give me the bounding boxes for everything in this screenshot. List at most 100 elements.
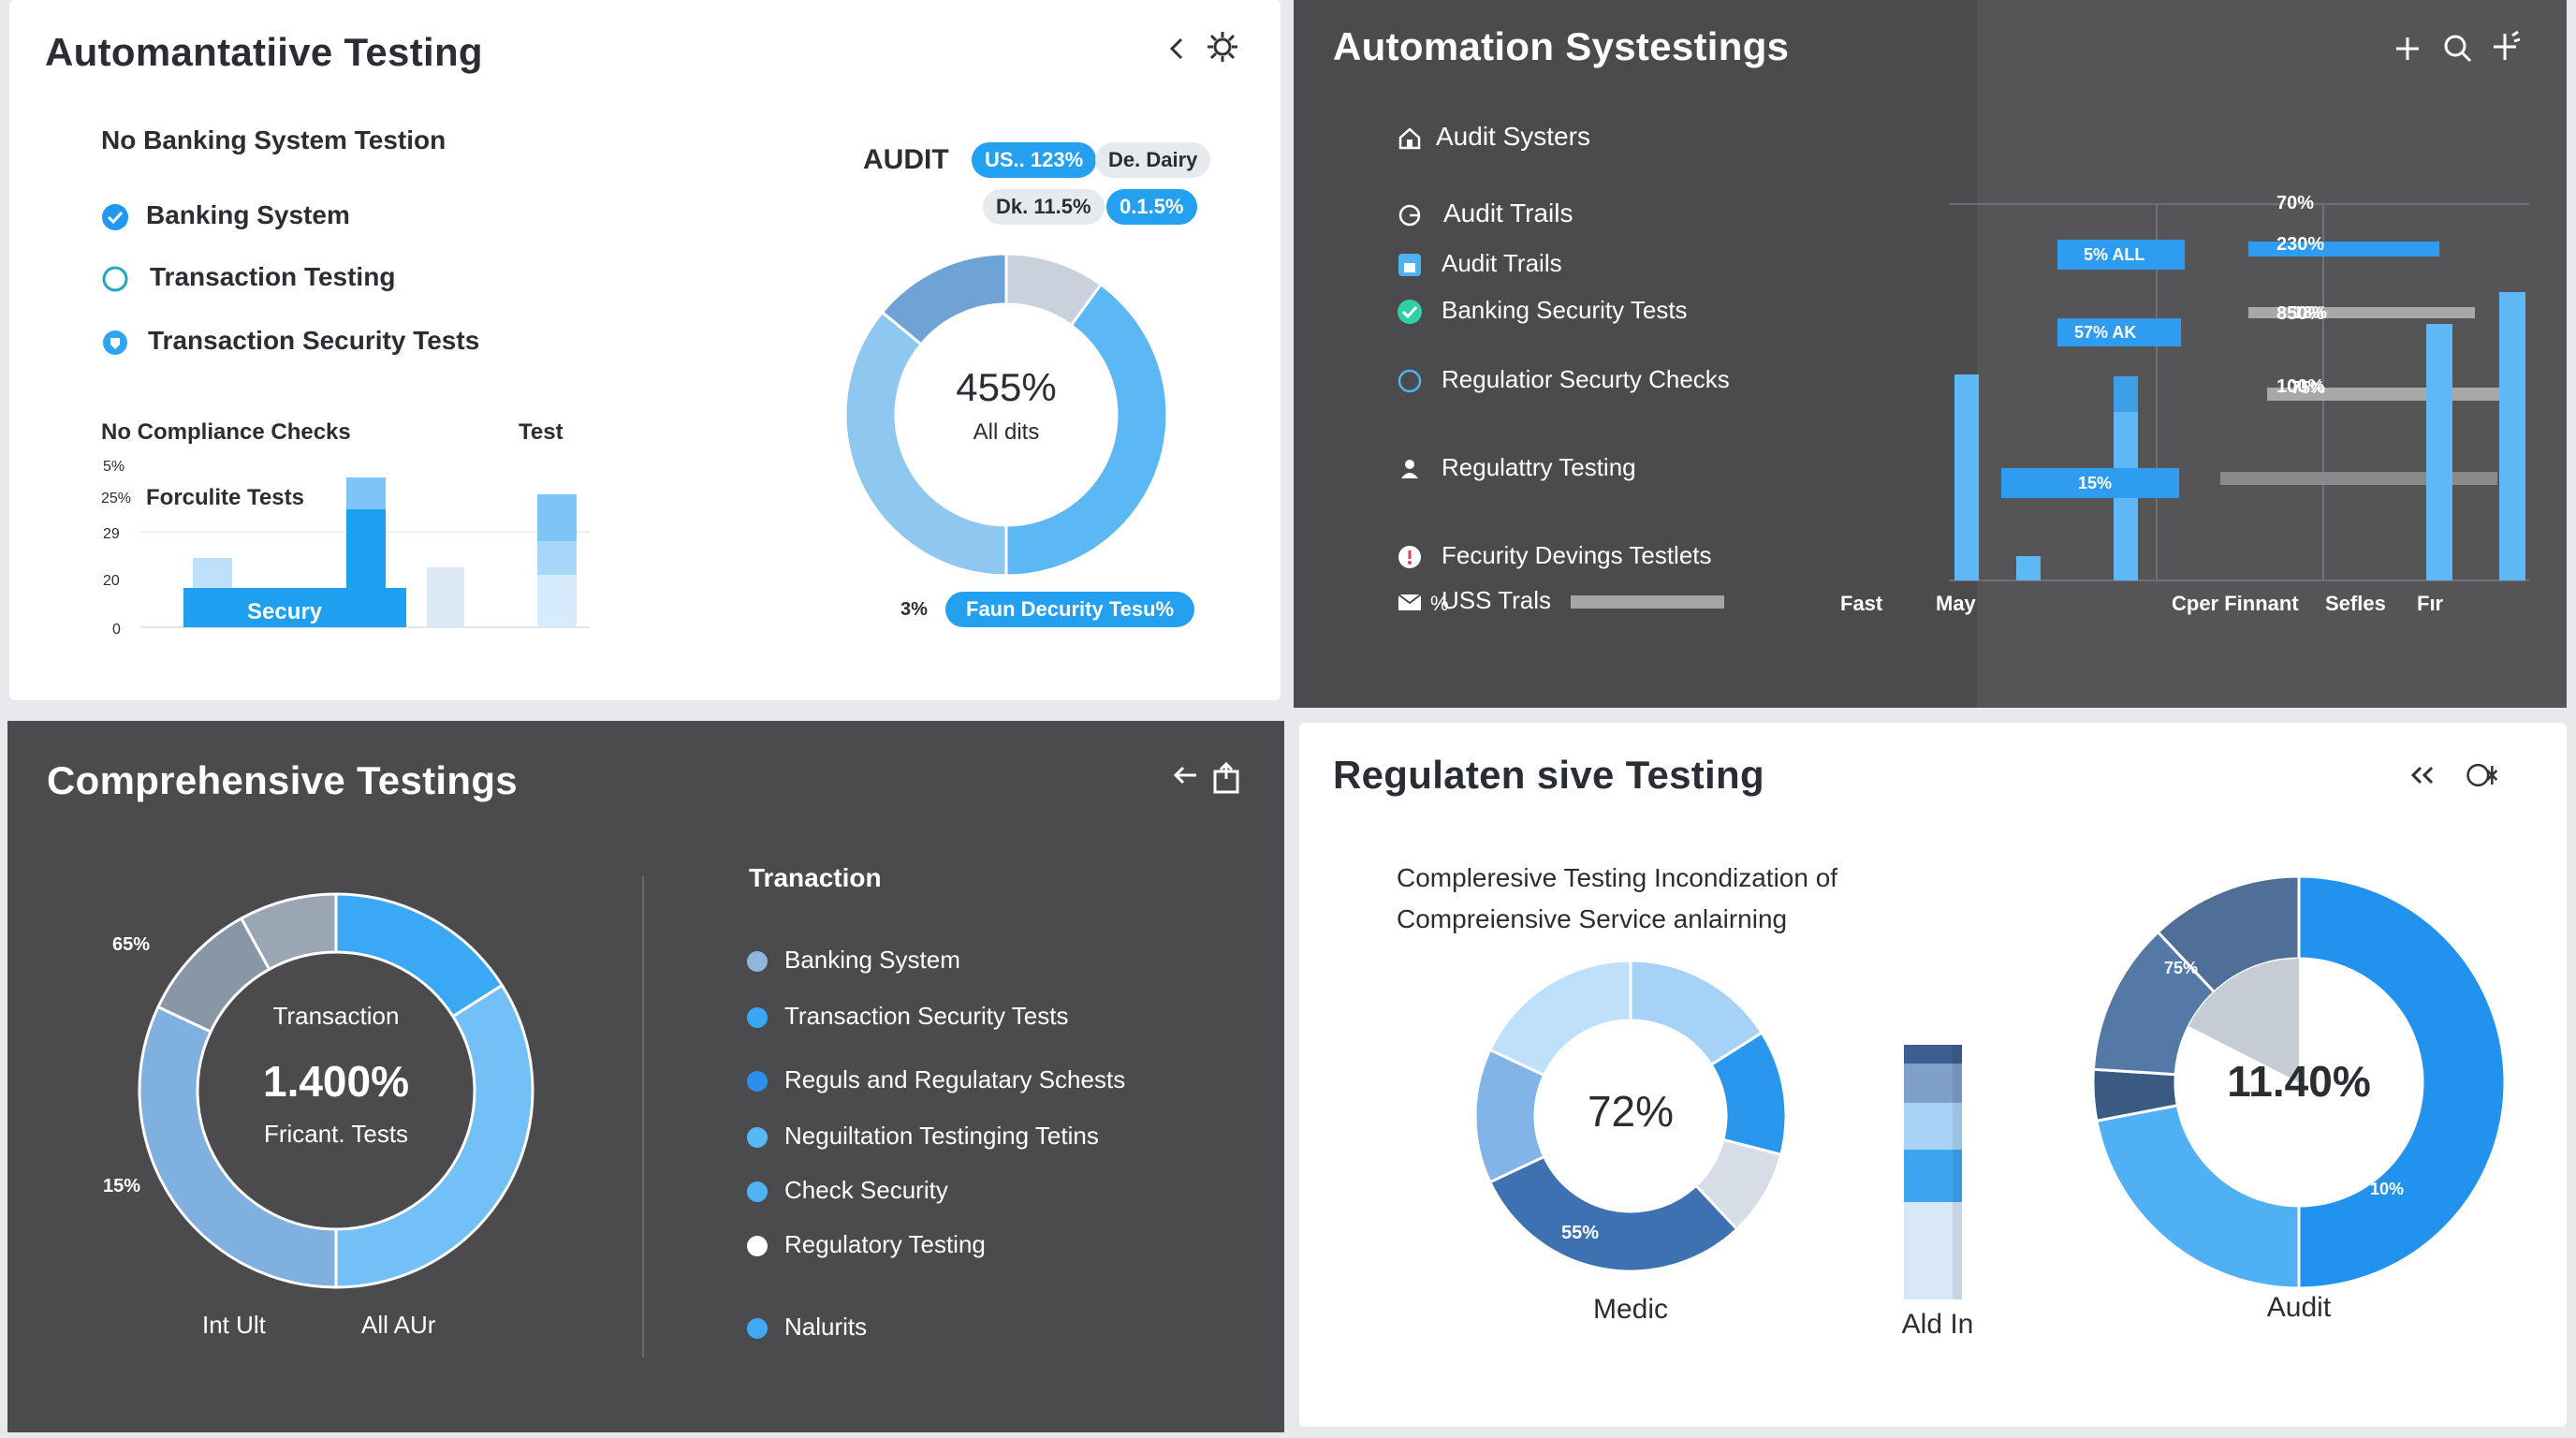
legend-dot xyxy=(747,1071,768,1093)
chevron-left-icon[interactable] xyxy=(1159,30,1196,67)
column-segment xyxy=(1904,1103,1962,1150)
x-label: May xyxy=(1936,592,1976,615)
back-arrow-icon[interactable] xyxy=(1166,758,1204,796)
panel-backdrop xyxy=(1977,0,2567,708)
legend-dot xyxy=(747,1318,768,1340)
lock-icon xyxy=(1398,254,1421,277)
footer-pill[interactable]: Faun Decurity Tesu% xyxy=(945,592,1195,627)
bar-tag: 57% AK xyxy=(2057,318,2181,346)
bar xyxy=(427,567,464,627)
description: Compleresive Testing Incondization of xyxy=(1397,863,1838,892)
home-icon xyxy=(1398,126,1421,149)
bar-chart-heading-right: Test xyxy=(519,419,564,445)
checklist-label: Transaction Testing xyxy=(150,262,396,291)
legend-dot xyxy=(747,1007,768,1029)
bar xyxy=(537,575,577,627)
stat-pill[interactable]: Dk. 11.5% xyxy=(983,189,1105,225)
stacked-column xyxy=(1904,1045,1962,1299)
donut-segment xyxy=(1004,252,1104,328)
legend-dot xyxy=(747,1181,768,1203)
legend-item[interactable]: Transaction Security Tests xyxy=(747,1002,1068,1031)
legend-label: Transaction Security Tests xyxy=(784,1002,1069,1030)
legend-dot xyxy=(747,951,768,973)
y-tick: 0 xyxy=(112,622,121,638)
search-settings-icon[interactable] xyxy=(2466,756,2503,794)
donut-center-value: 72% xyxy=(1587,1087,1675,1136)
double-chevron-left-icon[interactable] xyxy=(2404,758,2441,796)
stat-pill[interactable]: De. Dairy xyxy=(1095,142,1211,178)
donut-segment xyxy=(1487,1154,1739,1273)
checklist-item[interactable]: Transaction Testing xyxy=(101,262,395,293)
panel-title: Automantatiive Testing xyxy=(45,30,483,74)
column-segment xyxy=(1904,1202,1962,1299)
list-item[interactable]: Regulattry Testing xyxy=(1397,453,1636,482)
list-item[interactable]: Audit Systers xyxy=(1397,122,1590,152)
legend-item[interactable]: Banking System xyxy=(747,946,960,975)
list-item[interactable]: Banking Security Tests xyxy=(1397,296,1688,325)
donut-segment xyxy=(138,1005,338,1289)
legend-item[interactable]: Regulatory Testing xyxy=(747,1230,986,1259)
stat-pill[interactable]: US.. 123% xyxy=(972,142,1097,178)
legend-item[interactable]: Check Security xyxy=(747,1176,948,1205)
donut-segment xyxy=(239,892,338,972)
list-item-label: Audit Systers xyxy=(1436,122,1590,151)
donut-center-sub: Fricant. Tests xyxy=(263,1120,409,1148)
legend-item[interactable]: Nalurits xyxy=(747,1313,867,1342)
donut-segment-label: 75% xyxy=(2164,959,2199,977)
donut-top-label: Transaction xyxy=(272,1002,400,1030)
list-item-label: Fecurity Devings Testlets xyxy=(1442,541,1712,569)
legend-dot xyxy=(747,1127,768,1149)
check-circle-icon xyxy=(1398,300,1422,325)
panel-title: Comprehensive Testings xyxy=(47,758,518,802)
checklist-item[interactable]: Banking System xyxy=(101,200,350,231)
sparkle-icon[interactable] xyxy=(2488,28,2525,66)
legend-label: Check Security xyxy=(784,1176,948,1204)
legend-item[interactable]: Neguiltation Testinging Tetins xyxy=(747,1122,1099,1151)
transaction-donut-chart xyxy=(138,892,534,1289)
list-item[interactable]: Audit Trails xyxy=(1397,198,1573,228)
plus-icon[interactable] xyxy=(2389,30,2426,67)
x-label: % xyxy=(1430,592,1449,615)
description: Compreiensive Service anlairning xyxy=(1397,904,1788,933)
checklist-item[interactable]: Transaction Security Tests xyxy=(101,326,479,357)
donut-pct-label: 65% xyxy=(112,934,151,955)
panel-title: Automation Systestings xyxy=(1333,24,1790,68)
automation-testing-panel: Automantatiive Testing No Banking System… xyxy=(9,0,1281,700)
x-label: Sefles xyxy=(2325,592,2386,615)
donut-footer-pct: 3% xyxy=(900,599,928,620)
settings-icon[interactable] xyxy=(1204,28,1241,66)
x-label: Fır xyxy=(2417,592,2444,615)
legend-label: Banking System xyxy=(784,946,960,974)
regulatensive-testing-panel: Regulaten sive Testing Compleresive Test… xyxy=(1299,723,2567,1427)
list-item-label: Regulattry Testing xyxy=(1442,453,1636,481)
check-circle-icon xyxy=(102,203,128,230)
column-segment xyxy=(1904,1150,1962,1202)
bar xyxy=(2499,292,2525,580)
list-item[interactable]: Fecurity Devings Testlets xyxy=(1397,541,1712,570)
circle-outline-icon xyxy=(102,266,128,292)
bar-value: 75% xyxy=(2291,378,2326,397)
bar xyxy=(2016,556,2041,580)
bar xyxy=(2220,472,2497,485)
search-icon[interactable] xyxy=(2439,30,2477,67)
automation-systestings-panel: Automation Systestings Audit Systers Aud… xyxy=(1294,0,2567,708)
mail-icon xyxy=(1398,594,1422,611)
export-icon[interactable] xyxy=(1209,760,1247,798)
legend-item[interactable]: Reguls and Regulatary Schests xyxy=(747,1065,1125,1094)
checklist-label: Banking System xyxy=(146,200,350,229)
donut-segment xyxy=(1487,959,1632,1078)
list-item-label: USS Trals xyxy=(1442,586,1552,614)
list-item[interactable]: Regulatior Securty Checks xyxy=(1397,365,1730,394)
list-item[interactable]: USS Trals xyxy=(1397,586,1725,615)
donut-pct-label: 15% xyxy=(103,1176,141,1196)
y-label: 850% xyxy=(2276,303,2325,324)
donut-center-value: 11.40% xyxy=(2227,1057,2371,1106)
audit-trails-chart xyxy=(1949,203,2529,581)
bar xyxy=(1954,374,1979,580)
bar-value: 18% xyxy=(2293,303,2328,322)
list-item[interactable]: Audit Trails xyxy=(1397,249,1562,278)
divider xyxy=(642,876,644,1357)
column-label: Ald In xyxy=(1901,1309,1974,1340)
checklist-label: Transaction Security Tests xyxy=(148,326,480,355)
stat-pill[interactable]: 0.1.5% xyxy=(1106,189,1197,225)
